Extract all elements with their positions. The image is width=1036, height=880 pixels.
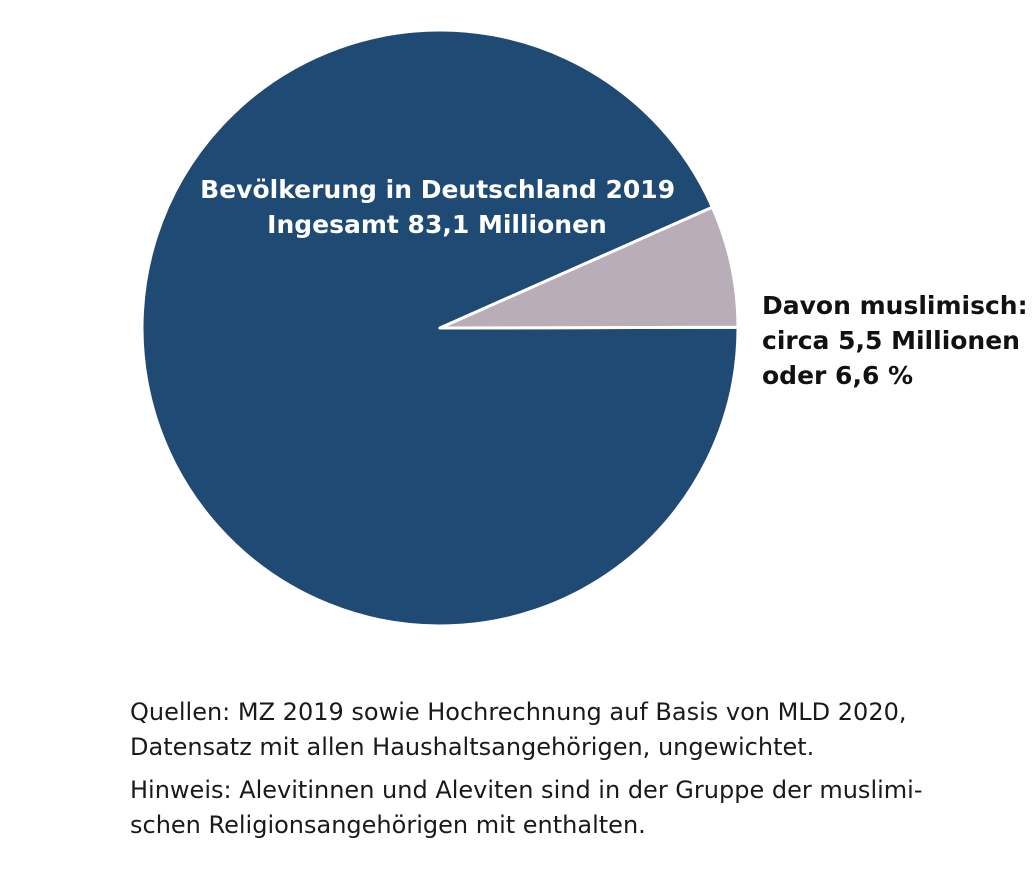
hint-note: Hinweis: Alevitinnen und Aleviten sind i… <box>130 776 923 839</box>
slice-label-total: Bevölkerung in Deutschland 2019 Ingesamt… <box>200 175 684 239</box>
slice-label-muslim-line-2: circa 5,5 Millionen <box>762 326 1020 355</box>
source-note: Quellen: MZ 2019 sowie Hochrechnung auf … <box>130 698 907 761</box>
pie-chart: Bevölkerung in Deutschland 2019 Ingesamt… <box>140 28 1036 628</box>
slice-label-muslim-line-3: oder 6,6 % <box>762 361 913 390</box>
slice-label-total-line-1: Bevölkerung in Deutschland 2019 <box>200 175 675 204</box>
slice-label-muslim: Davon muslimisch: circa 5,5 Millionen od… <box>762 291 1036 390</box>
slice-label-total-line-2: Ingesamt 83,1 Millionen <box>267 210 607 239</box>
chart-notes: Quellen: MZ 2019 sowie Hochrechnung auf … <box>130 695 1010 851</box>
pie-slice-muslim <box>438 205 740 330</box>
slice-label-muslim-line-1: Davon muslimisch: <box>762 291 1028 320</box>
